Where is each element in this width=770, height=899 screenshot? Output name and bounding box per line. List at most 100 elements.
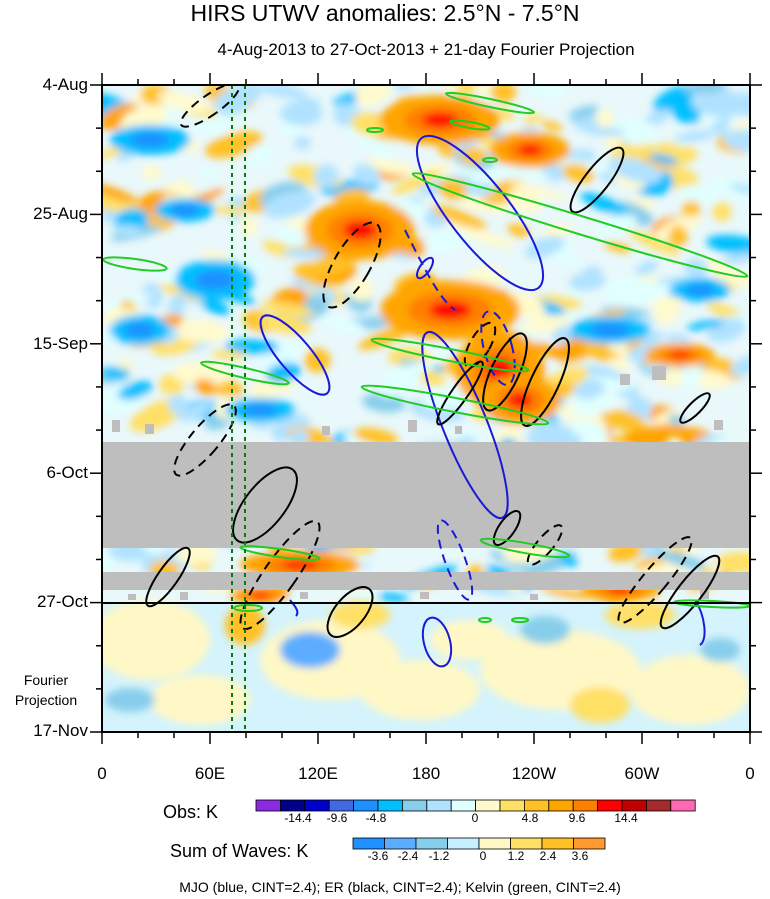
obs-anomaly-cell	[117, 381, 153, 400]
obs-anomaly-cell	[507, 189, 543, 213]
obs-anomaly-cell	[729, 183, 750, 196]
obs-anomaly-cell	[142, 164, 162, 181]
kelvin-contour	[479, 537, 571, 559]
x-tick-label: 120E	[298, 764, 338, 783]
obs-anomaly-cell	[706, 234, 750, 255]
mjo-contour-negative	[480, 310, 516, 386]
er-contour-negative	[526, 524, 564, 566]
obs-anomaly-cell	[259, 85, 307, 99]
waves-colorbar-swatch	[510, 837, 543, 850]
obs-anomaly-cell	[531, 314, 570, 325]
obs-anomaly-cell	[205, 131, 263, 159]
kelvin-contour	[233, 604, 263, 612]
x-tick-label: 60W	[624, 764, 660, 783]
obs-anomaly-cell	[174, 546, 217, 564]
projection-anomaly-field	[102, 600, 750, 725]
waves-colorbar	[352, 837, 606, 850]
projection-anomaly-cell	[150, 675, 250, 725]
mjo-contour	[415, 134, 545, 292]
obs-legend-tick: 14.4	[614, 811, 638, 825]
obs-anomaly-cell	[685, 284, 715, 296]
obs-anomaly-cell	[130, 132, 170, 148]
obs-anomaly-cell	[211, 350, 246, 360]
obs-anomaly-cell	[364, 158, 416, 176]
kelvin-contour	[444, 91, 536, 115]
y-tick-label: 15-Sep	[33, 334, 88, 353]
projection-anomaly-cell	[360, 660, 480, 720]
obs-anomaly-cell	[102, 183, 139, 203]
axis-ticks	[90, 73, 762, 744]
waves-legend-tick: 3.6	[571, 849, 589, 863]
obs-anomaly-cell	[163, 183, 183, 193]
y-tick-label: 6-Oct	[46, 463, 88, 482]
obs-colorbar-swatch	[353, 799, 379, 812]
obs-anomaly-cell	[200, 250, 231, 262]
kelvin-contour	[366, 127, 384, 133]
chart-caption: MJO (blue, CINT=2.4); ER (black, CINT=2.…	[179, 879, 621, 895]
obs-anomaly-cell	[194, 378, 217, 395]
obs-anomaly-cell	[510, 182, 569, 201]
obs-colorbar-swatch	[304, 799, 330, 812]
obs-anomaly-cell	[681, 360, 703, 387]
kelvin-contour	[511, 617, 529, 623]
kelvin-contour	[411, 172, 749, 278]
obs-anomaly-cell	[282, 560, 318, 570]
missing-data-band-2	[102, 572, 750, 590]
obs-anomaly-cell	[280, 101, 323, 126]
waves-colorbar-swatch	[415, 837, 448, 850]
x-tick-label: 120W	[511, 764, 557, 783]
obs-colorbar-swatch	[621, 799, 647, 812]
waves-legend-tick: -3.6	[367, 849, 389, 863]
x-tick-label: 60E	[194, 764, 226, 783]
obs-anomaly-cell	[250, 420, 272, 429]
projection-anomaly-cell	[102, 600, 210, 680]
er-contour-negative	[463, 321, 497, 369]
x-tick-label: 0	[97, 764, 107, 783]
chart-subtitle: 4-Aug-2013 to 27-Oct-2013 + 21-day Fouri…	[217, 40, 635, 59]
obs-anomaly-cell	[349, 276, 374, 302]
obs-anomaly-cell	[157, 91, 210, 113]
mjo-contour	[415, 256, 435, 280]
obs-anomaly-cell	[508, 392, 532, 408]
obs-anomaly-cell	[282, 248, 326, 259]
x-tick-label: 0	[745, 764, 755, 783]
er-contour	[569, 146, 625, 214]
obs-colorbar-swatch	[401, 799, 428, 812]
waves-legend-tick: -1.2	[428, 849, 450, 863]
obs-anomaly-cell	[294, 136, 311, 150]
obs-anomaly-cell	[490, 85, 517, 104]
obs-colorbar-swatch	[499, 799, 525, 812]
waves-legend-tick: 0	[479, 849, 487, 863]
obs-anomaly-cell	[437, 178, 471, 200]
obs-anomaly-cell	[198, 166, 219, 180]
waves-colorbar-swatch	[541, 837, 574, 850]
obs-anomaly-cell	[381, 360, 437, 382]
projection-anomaly-cell	[280, 632, 340, 668]
obs-anomaly-cell	[541, 223, 571, 241]
obs-anomaly-cell	[504, 166, 549, 181]
er-contours	[145, 85, 721, 638]
er-contour	[436, 360, 484, 426]
obs-colorbar-swatch	[255, 799, 281, 812]
obs-anomaly-cell	[684, 85, 726, 95]
er-contour	[145, 546, 191, 608]
obs-anomaly-cell	[460, 147, 487, 165]
obs-anomaly-cell	[686, 319, 726, 331]
obs-colorbar-swatch	[475, 799, 501, 812]
obs-legend-tick: -4.8	[365, 811, 387, 825]
er-contour	[679, 392, 711, 424]
kelvin-contour	[102, 256, 168, 272]
missing-data-patches	[112, 366, 723, 600]
obs-anomaly-cell	[648, 153, 679, 165]
obs-anomaly-cell	[180, 402, 212, 421]
obs-anomaly-cell	[350, 113, 385, 137]
obs-anomaly-cell	[195, 270, 235, 290]
waves-colorbar-swatch	[573, 837, 606, 850]
projection-anomaly-cell	[700, 638, 740, 662]
obs-anomaly-cell	[609, 357, 631, 371]
obs-anomaly-cell	[242, 404, 278, 416]
kelvin-contour	[449, 119, 491, 131]
obs-colorbar-swatch	[524, 799, 550, 812]
obs-anomaly-cell	[125, 322, 155, 338]
obs-legend-label: Obs: K	[163, 802, 219, 822]
